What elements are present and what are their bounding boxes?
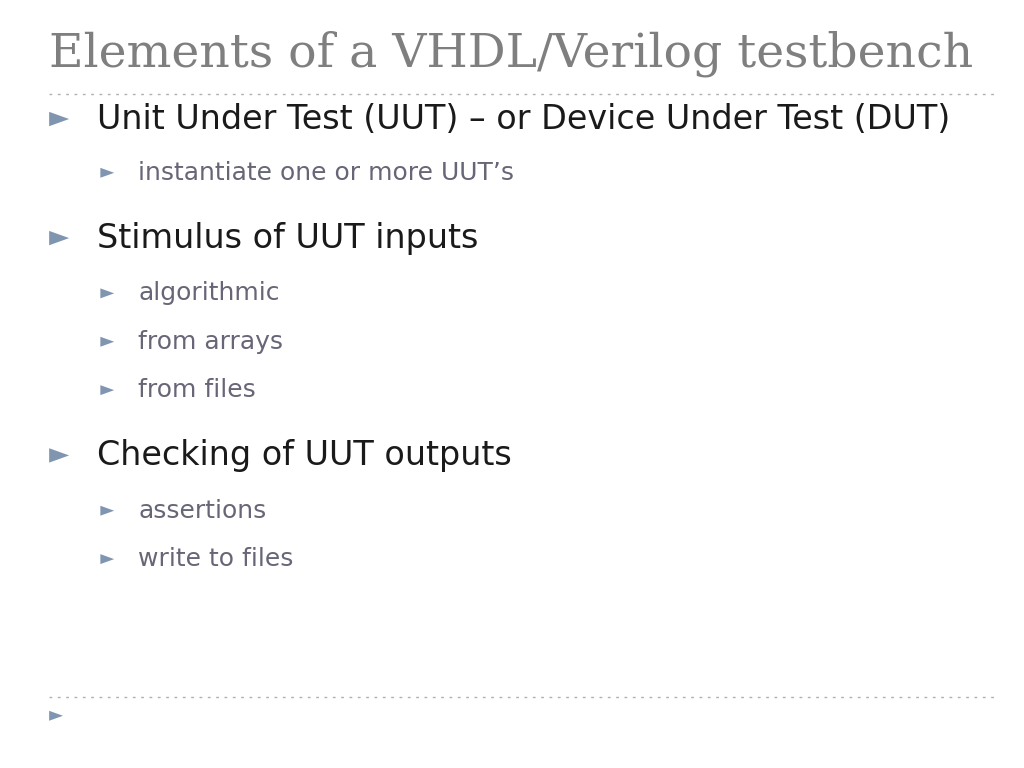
- Text: Unit Under Test (UUT) – or Device Under Test (DUT): Unit Under Test (UUT) – or Device Under …: [97, 103, 950, 135]
- Text: from files: from files: [138, 378, 256, 402]
- Text: Stimulus of UUT inputs: Stimulus of UUT inputs: [97, 222, 478, 254]
- Text: from arrays: from arrays: [138, 329, 284, 354]
- Text: assertions: assertions: [138, 498, 266, 523]
- Polygon shape: [100, 337, 115, 346]
- Polygon shape: [49, 449, 70, 462]
- Polygon shape: [100, 168, 115, 177]
- Text: instantiate one or more UUT’s: instantiate one or more UUT’s: [138, 161, 514, 185]
- Text: Checking of UUT outputs: Checking of UUT outputs: [97, 439, 512, 472]
- Text: Elements of a VHDL/Verilog testbench: Elements of a VHDL/Verilog testbench: [49, 31, 974, 78]
- Text: write to files: write to files: [138, 547, 294, 571]
- Polygon shape: [49, 711, 63, 720]
- Polygon shape: [100, 506, 115, 515]
- Polygon shape: [49, 231, 70, 245]
- Polygon shape: [100, 289, 115, 298]
- Text: algorithmic: algorithmic: [138, 281, 280, 306]
- Polygon shape: [100, 554, 115, 564]
- Polygon shape: [100, 386, 115, 395]
- Polygon shape: [49, 112, 70, 126]
